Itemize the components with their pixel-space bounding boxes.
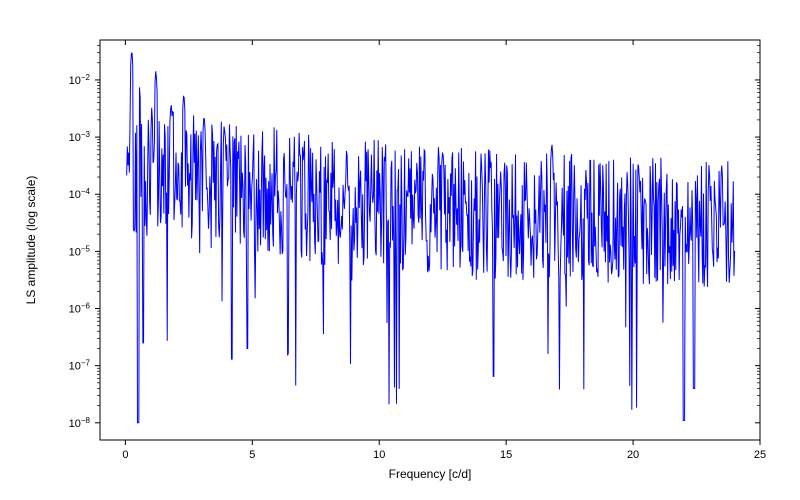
svg-text:10−2: 10−2 xyxy=(69,72,91,87)
svg-text:20: 20 xyxy=(627,449,639,461)
svg-text:10−3: 10−3 xyxy=(69,130,91,145)
svg-text:5: 5 xyxy=(249,449,255,461)
svg-text:Frequency [c/d]: Frequency [c/d] xyxy=(389,467,472,481)
svg-text:10−8: 10−8 xyxy=(69,415,91,430)
svg-text:10−7: 10−7 xyxy=(69,358,91,373)
svg-text:25: 25 xyxy=(754,449,766,461)
chart-svg: 0 5 10 15 20 25 10−8 10−7 10−6 10−5 10−4 10−3 10−2 Fr… xyxy=(0,0,800,500)
svg-text:10−6: 10−6 xyxy=(69,301,91,316)
svg-text:15: 15 xyxy=(500,449,512,461)
svg-text:10: 10 xyxy=(373,449,385,461)
svg-text:0: 0 xyxy=(122,449,128,461)
spectrum-line xyxy=(127,53,735,423)
svg-text:10−5: 10−5 xyxy=(69,244,91,259)
svg-text:LS amplitude (log scale): LS amplitude (log scale) xyxy=(24,176,38,305)
svg-text:10−4: 10−4 xyxy=(69,187,91,202)
periodogram-chart: 0 5 10 15 20 25 10−8 10−7 10−6 10−5 10−4 10−3 10−2 Fr… xyxy=(0,0,800,500)
